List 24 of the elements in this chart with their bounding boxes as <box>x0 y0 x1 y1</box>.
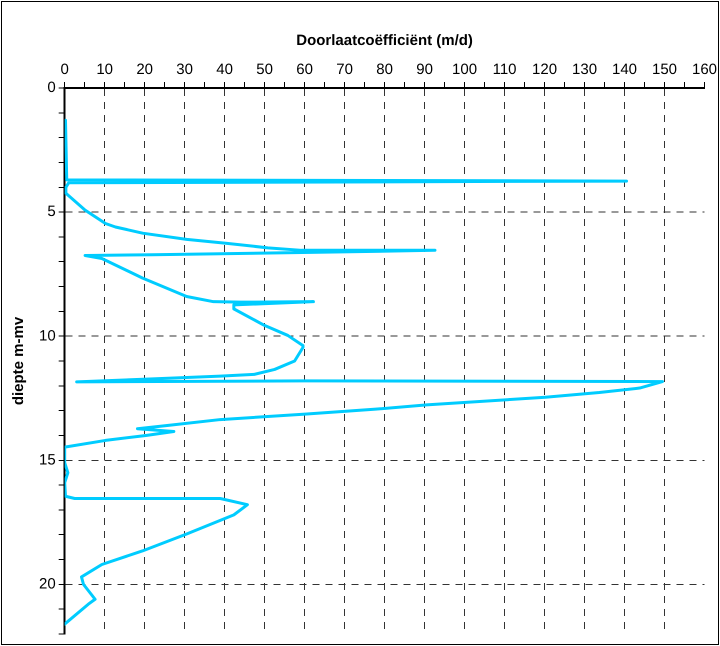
x-tick-label: 70 <box>336 61 353 78</box>
y-tick-label: 0 <box>47 79 56 96</box>
x-tick-label: 20 <box>136 61 154 78</box>
x-tick-label: 130 <box>572 61 598 78</box>
x-tick-label: 160 <box>692 61 717 78</box>
x-tick-label: 100 <box>452 61 478 78</box>
x-tick-label: 110 <box>492 61 517 78</box>
y-tick-label: 15 <box>38 451 56 468</box>
x-tick-label: 150 <box>652 61 678 78</box>
x-tick-label: 40 <box>216 61 233 78</box>
x-tick-label: 60 <box>296 61 313 78</box>
x-tick-label: 50 <box>256 61 273 78</box>
x-tick-label: 0 <box>60 61 69 78</box>
y-axis-title: diepte m-mv <box>10 316 28 406</box>
x-tick-label: 80 <box>376 61 393 78</box>
x-tick-label: 140 <box>612 61 638 78</box>
y-tick-label: 5 <box>47 203 56 220</box>
x-tick-label: 90 <box>416 61 433 78</box>
x-axis-title: Doorlaatcoëfficiënt (m/d) <box>296 32 473 50</box>
y-tick-label: 20 <box>38 576 56 593</box>
x-tick-label: 10 <box>96 61 114 78</box>
x-tick-label: 120 <box>532 61 558 78</box>
x-tick-label: 30 <box>176 61 193 78</box>
y-tick-label: 10 <box>38 327 56 344</box>
